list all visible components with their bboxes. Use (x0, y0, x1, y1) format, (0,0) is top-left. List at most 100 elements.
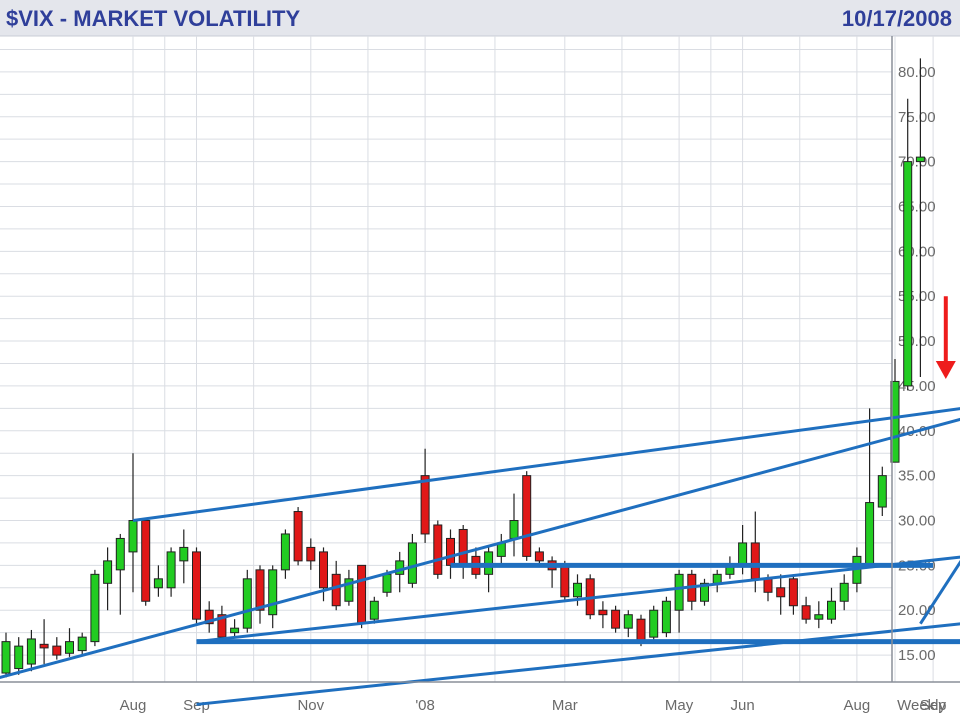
candle (788, 574, 798, 615)
y-tick-label: 30.00 (898, 513, 936, 530)
candle (217, 605, 227, 642)
x-tick-label: Sep (183, 697, 210, 714)
candle-body-up (573, 582, 582, 598)
candle-body-up (344, 578, 354, 602)
x-tick-label: Aug (844, 697, 871, 714)
candle-body-down (39, 643, 49, 649)
candle-body-up (115, 537, 125, 571)
candle (90, 569, 100, 647)
candle-body-down (750, 542, 760, 580)
candle-body-up (738, 542, 748, 566)
candle-body-down (801, 605, 811, 620)
candle-body-up (268, 569, 278, 616)
candle (153, 565, 163, 597)
candle (890, 359, 900, 463)
candle (839, 574, 849, 611)
candle (700, 578, 709, 606)
candle (915, 58, 925, 377)
candle (674, 569, 684, 633)
candle (649, 605, 659, 642)
candle-body-down (776, 587, 786, 598)
candle (534, 547, 544, 566)
candle (877, 466, 887, 517)
x-tick-label: Jun (731, 697, 755, 714)
candle-body-down (636, 618, 646, 643)
candle-body-up (915, 156, 925, 163)
candle (369, 596, 379, 624)
candle (293, 507, 303, 566)
candle (268, 565, 278, 629)
period-label: Weekly (897, 697, 946, 714)
y-tick-label: 15.00 (898, 647, 936, 664)
candle (255, 565, 265, 624)
candle (420, 448, 430, 543)
candle-body-up (382, 573, 392, 593)
candle-body-down (433, 524, 443, 575)
candle-body-down (763, 578, 773, 593)
candle-body-down (293, 511, 303, 562)
candle (39, 619, 49, 665)
candle-body-down (255, 569, 265, 611)
candle-body-up (90, 573, 100, 643)
candle (776, 574, 786, 615)
header-bar (0, 0, 960, 36)
candle-body-up (877, 475, 887, 508)
candle (433, 520, 443, 579)
arrow-head (935, 360, 956, 379)
candle-body-up (712, 573, 722, 584)
candle-body-up (865, 502, 875, 566)
candle-body-up (166, 551, 176, 589)
candle (522, 471, 532, 561)
candle-body-up (661, 600, 671, 634)
candle (179, 529, 189, 584)
candle (611, 605, 621, 633)
candle-body-up (77, 636, 87, 652)
y-tick-label: 80.00 (898, 64, 936, 81)
candle-body-down (306, 546, 316, 562)
candle-body-down (204, 609, 214, 625)
x-tick-label: '08 (415, 697, 435, 714)
candle-body-down (598, 609, 608, 616)
annotations (935, 296, 956, 379)
candle (242, 569, 252, 633)
candle (407, 533, 417, 588)
candle-body-up (103, 560, 113, 584)
candle-body-up (407, 542, 417, 584)
candle (77, 632, 87, 656)
candle-body-up (26, 638, 36, 665)
trendline-line (196, 622, 960, 706)
x-tick-label: Sep (920, 697, 947, 714)
candle-body-down (522, 475, 532, 557)
candle (306, 538, 316, 570)
candle-body-up (14, 645, 24, 670)
candle (827, 587, 836, 624)
candle (14, 637, 24, 675)
candle (598, 601, 608, 629)
candle (280, 529, 290, 579)
x-tick-label: May (665, 697, 694, 714)
candle (814, 601, 824, 629)
candle-body-down (141, 520, 151, 602)
candle-body-down (446, 537, 455, 566)
candle-body-up (903, 161, 913, 387)
candle-body-up (814, 614, 824, 620)
candle-body-up (700, 582, 709, 602)
candle-body-up (1, 641, 11, 674)
candle-body-up (128, 520, 138, 553)
trendlines (0, 407, 960, 706)
y-tick-label: 75.00 (898, 109, 936, 126)
candle-body-up (242, 578, 252, 629)
candle-body-up (65, 641, 74, 654)
candle-body-down (217, 614, 227, 638)
candle (52, 637, 62, 660)
candle-body-up (890, 380, 900, 463)
candle (357, 564, 367, 629)
candle-body-up (674, 573, 684, 611)
candle (903, 98, 913, 391)
candle-body-down (52, 645, 62, 656)
candle (623, 610, 633, 638)
candle-body-down (788, 578, 798, 607)
candle (65, 628, 74, 657)
